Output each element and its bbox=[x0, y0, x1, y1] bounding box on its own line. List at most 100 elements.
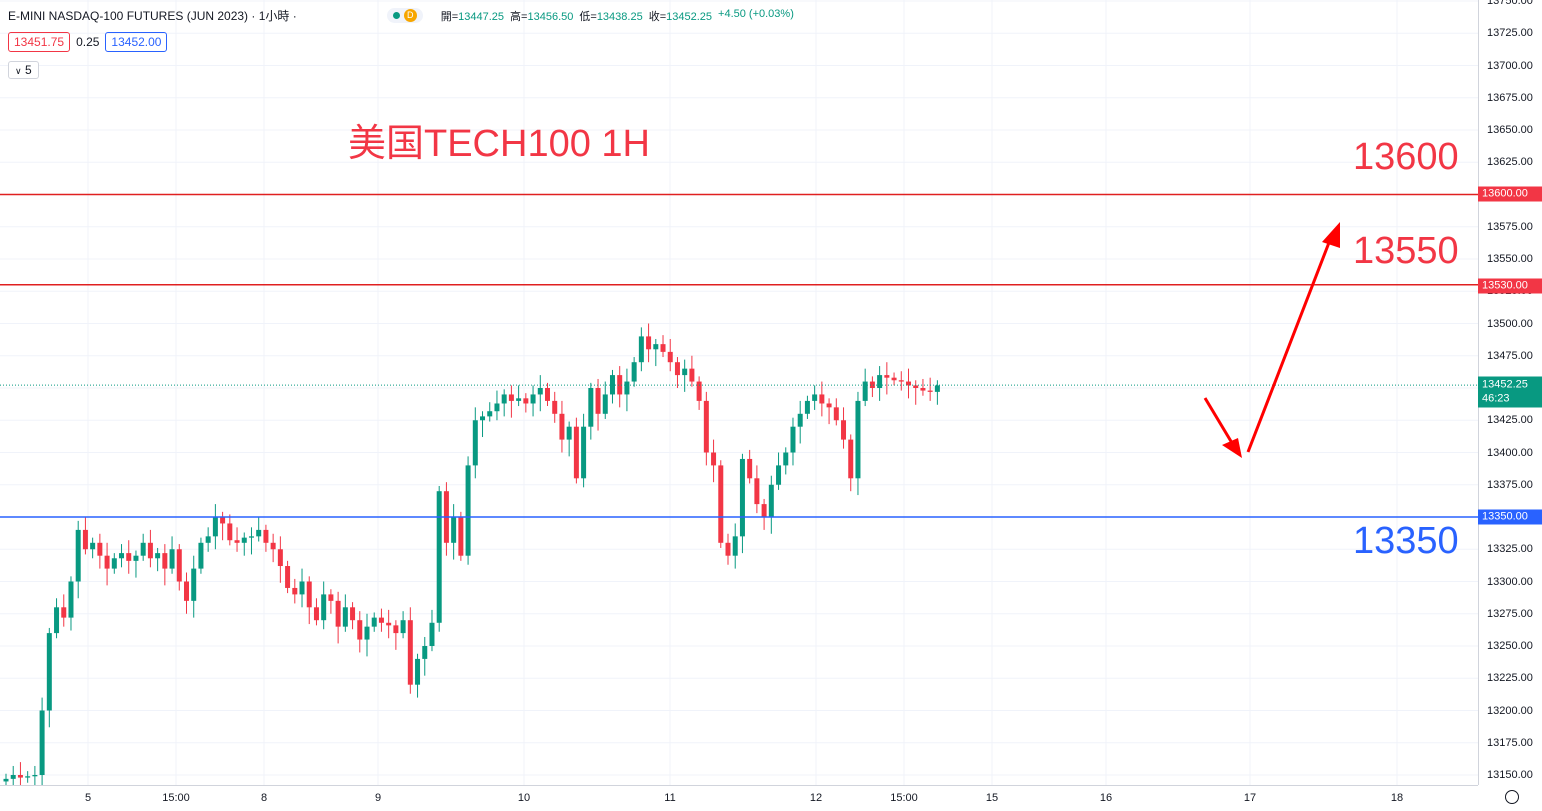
time-scale[interactable]: 5 15:00 8 9 10 11 12 15:00 15 16 17 18 bbox=[0, 785, 1478, 811]
ohlc-item: 低=13438.25 bbox=[579, 10, 643, 23]
price-tick: 13675.00 bbox=[1487, 91, 1533, 104]
candle bbox=[841, 420, 847, 440]
candle bbox=[472, 420, 478, 466]
candle bbox=[313, 607, 319, 621]
candle bbox=[747, 458, 753, 479]
candle bbox=[595, 388, 601, 414]
level-13350-annotation[interactable]: 13350 bbox=[1353, 520, 1459, 562]
candle bbox=[804, 400, 810, 414]
candle bbox=[176, 549, 182, 582]
candle bbox=[826, 403, 832, 408]
candle bbox=[465, 465, 471, 556]
candle bbox=[617, 375, 623, 395]
quote-row: 13451.75 0.25 13452.00 bbox=[8, 32, 168, 52]
resistance-price-label: 13600.00 bbox=[1478, 186, 1542, 202]
candle bbox=[884, 375, 890, 378]
sell-price-button[interactable]: 13451.75 bbox=[8, 32, 71, 52]
candle bbox=[906, 381, 911, 386]
buy-price-button[interactable]: 13452.00 bbox=[105, 32, 168, 52]
candle bbox=[285, 566, 291, 588]
candle bbox=[335, 600, 341, 627]
candle bbox=[169, 549, 175, 569]
candle bbox=[638, 336, 644, 363]
candle bbox=[819, 394, 825, 404]
candle bbox=[10, 775, 16, 779]
candle bbox=[68, 581, 74, 618]
market-status-badge[interactable]: D bbox=[386, 8, 423, 23]
price-tick: 13425.00 bbox=[1487, 414, 1533, 427]
ohlc-item: 高=13456.50 bbox=[510, 10, 574, 23]
candle bbox=[350, 607, 356, 621]
level-13600-annotation[interactable]: 13600 bbox=[1353, 136, 1459, 178]
time-tick: 15:00 bbox=[890, 792, 918, 804]
candle bbox=[357, 620, 363, 640]
price-tick: 13150.00 bbox=[1487, 769, 1533, 781]
price-tick: 13250.00 bbox=[1487, 640, 1533, 652]
candle bbox=[133, 555, 139, 561]
ohlc-values: 開=13447.25 高=13456.50 低=13438.25 收=13452.25… bbox=[441, 8, 794, 24]
candlestick-chart[interactable] bbox=[0, 0, 1478, 785]
candle bbox=[783, 452, 789, 466]
candle bbox=[306, 581, 312, 608]
time-tick: 15:00 bbox=[162, 792, 190, 804]
price-tick: 13200.00 bbox=[1487, 704, 1533, 717]
price-tick: 13175.00 bbox=[1487, 736, 1533, 749]
candle bbox=[523, 398, 529, 404]
candle bbox=[696, 381, 702, 401]
candle bbox=[212, 517, 218, 537]
level-13550-annotation[interactable]: 13550 bbox=[1353, 230, 1459, 272]
candle bbox=[61, 607, 67, 618]
chart-title-annotation[interactable]: 美国TECH100 1H bbox=[348, 123, 650, 165]
candle bbox=[588, 388, 594, 427]
symbol-title[interactable]: E-MINI NASDAQ-100 FUTURES (JUN 2023) · 1… bbox=[8, 9, 297, 23]
candle bbox=[263, 529, 269, 543]
candle bbox=[32, 775, 38, 777]
candle bbox=[458, 517, 464, 556]
price-tick: 13500.00 bbox=[1487, 317, 1533, 330]
market-open-dot-icon bbox=[392, 12, 400, 19]
candle bbox=[227, 523, 233, 541]
candle bbox=[198, 542, 204, 569]
candle bbox=[761, 504, 767, 517]
candle bbox=[559, 413, 565, 440]
candle bbox=[451, 517, 457, 543]
candle bbox=[342, 607, 348, 627]
candle bbox=[833, 407, 839, 421]
ohlc-item: +4.50 (+0.03%) bbox=[718, 7, 794, 20]
settings-gear-icon[interactable] bbox=[1505, 790, 1519, 804]
candle bbox=[82, 529, 88, 550]
candle bbox=[46, 633, 52, 711]
candle bbox=[220, 517, 226, 524]
candle bbox=[292, 587, 298, 595]
time-tick: 16 bbox=[1099, 792, 1113, 804]
candle bbox=[184, 581, 189, 601]
indicators-toggle-button[interactable]: ∨ 5 bbox=[8, 61, 39, 79]
candle bbox=[299, 581, 305, 595]
candle bbox=[754, 478, 760, 505]
arrow-head-icon bbox=[1222, 438, 1242, 458]
candle bbox=[848, 439, 854, 479]
candle bbox=[776, 465, 782, 485]
candle bbox=[97, 542, 103, 556]
chart-area[interactable]: E-MINI NASDAQ-100 FUTURES (JUN 2023) · 1… bbox=[0, 0, 1478, 785]
candle bbox=[17, 775, 23, 778]
candle bbox=[711, 452, 717, 466]
price-tick: 13550.00 bbox=[1487, 253, 1533, 265]
candle bbox=[487, 411, 493, 417]
candle bbox=[147, 542, 153, 559]
candle bbox=[581, 426, 587, 479]
price-tick: 13725.00 bbox=[1487, 27, 1533, 40]
candle bbox=[703, 400, 709, 453]
candle bbox=[660, 344, 666, 352]
candle bbox=[552, 400, 558, 414]
candle bbox=[54, 607, 60, 634]
candle bbox=[891, 377, 897, 381]
time-tick: 15 bbox=[985, 792, 999, 804]
candle bbox=[566, 426, 572, 440]
candle bbox=[768, 484, 774, 517]
candle bbox=[321, 594, 327, 621]
time-tick: 11 bbox=[664, 792, 676, 804]
candle bbox=[689, 368, 695, 382]
last-price-label: 13452.25 46:23 bbox=[1478, 376, 1542, 408]
ohlc-item: 開=13447.25 bbox=[440, 10, 505, 23]
